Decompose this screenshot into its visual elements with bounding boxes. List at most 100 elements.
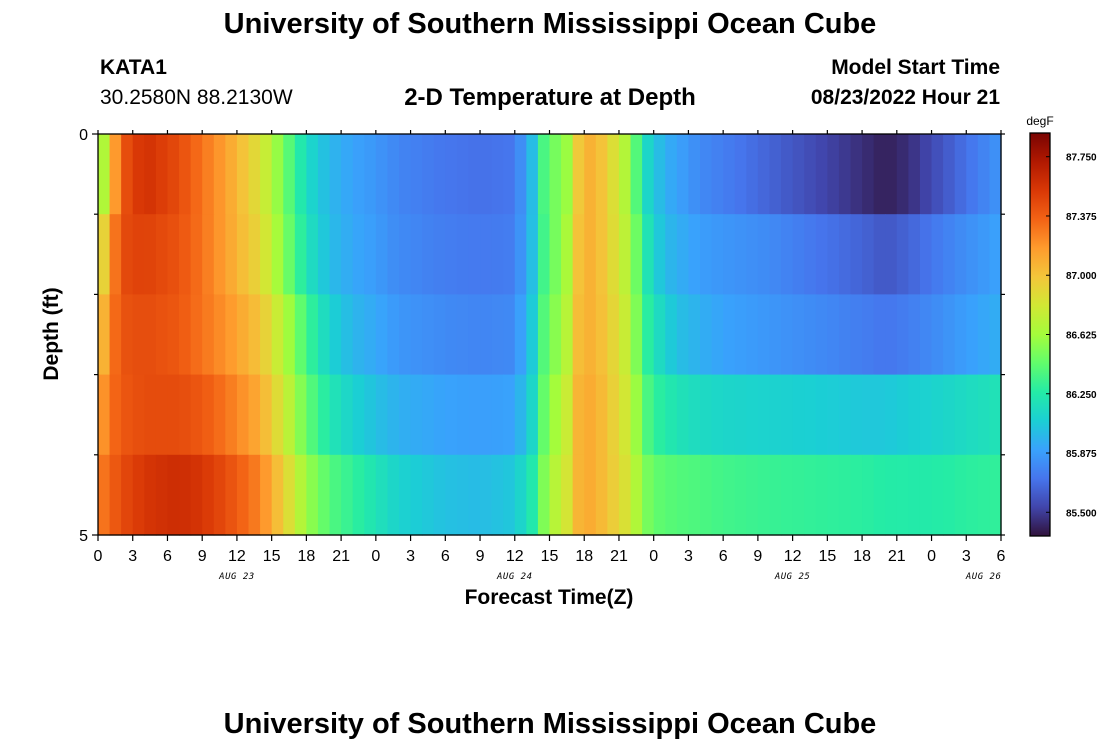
heatmap-cell [306, 294, 319, 376]
heatmap-cell [155, 374, 169, 456]
heatmap-cell [966, 374, 979, 456]
heatmap-cell [688, 294, 701, 376]
heatmap-cell [179, 294, 192, 376]
heatmap-cell [387, 374, 400, 456]
heatmap-cell [757, 294, 771, 376]
heatmap-cell [410, 294, 423, 376]
heatmap-cell [341, 134, 354, 215]
heatmap-cell [688, 214, 701, 295]
heatmap-cell [456, 294, 470, 376]
heatmap-cell [422, 374, 435, 456]
heatmap-cell [734, 134, 747, 215]
heatmap-cell [491, 214, 504, 295]
heatmap-cell [202, 214, 215, 295]
heatmap-cell [445, 134, 458, 215]
colorbar-ticks: 87.750 87.375 87.000 86.625 86.250 85.875 85.5… [1046, 153, 1097, 519]
heatmap-cells [98, 134, 1002, 536]
heatmap-cell [399, 294, 412, 376]
x-tick-label: 0 [371, 548, 380, 565]
heatmap-cell [815, 294, 828, 376]
heatmap-cell [433, 374, 446, 456]
heatmap-cell [862, 454, 875, 536]
heatmap-cell [954, 374, 967, 456]
heatmap-cell [815, 134, 828, 215]
heatmap-cell [144, 454, 157, 536]
heatmap-cell [943, 214, 956, 295]
heatmap-cell [399, 214, 412, 295]
heatmap-cell [642, 134, 655, 215]
x-tick-label: 21 [332, 548, 350, 565]
colorbar-tick-label: 85.875 [1066, 449, 1097, 460]
heatmap-cell [306, 374, 319, 456]
heatmap-cell [595, 214, 608, 295]
heatmap-cell [329, 134, 342, 215]
heatmap-cell [781, 454, 794, 536]
heatmap-cell [260, 454, 273, 536]
heatmap-cell [121, 134, 134, 215]
heatmap-cell [526, 294, 539, 376]
heatmap-cell [618, 134, 632, 215]
heatmap-cell [584, 134, 597, 215]
heatmap-cell [433, 214, 446, 295]
heatmap-cell [954, 454, 967, 536]
heatmap-cell [838, 374, 852, 456]
heatmap-cell [190, 134, 203, 215]
heatmap-cell [723, 214, 736, 295]
heatmap-cell [827, 294, 840, 376]
heatmap-cell [561, 214, 574, 295]
heatmap-cell [607, 134, 620, 215]
heatmap-cell [781, 134, 794, 215]
heatmap-cell [885, 134, 898, 215]
heatmap-cell [746, 454, 759, 536]
heatmap-cell [908, 294, 921, 376]
heatmap-cell [943, 134, 956, 215]
heatmap-cell [804, 454, 817, 536]
heatmap-cell [919, 214, 933, 295]
footer-title: University of Southern Mississippi Ocean… [223, 708, 877, 740]
heatmap-cell [236, 454, 250, 536]
heatmap-cell [132, 134, 145, 215]
heatmap-cell [850, 374, 863, 456]
heatmap-cell [98, 374, 111, 456]
heatmap-cell [607, 454, 620, 536]
heatmap-cell [642, 374, 655, 456]
heatmap-cell [271, 454, 284, 536]
heatmap-cell [769, 374, 782, 456]
colorbar-tick-label: 86.250 [1066, 390, 1097, 401]
heatmap-cell [491, 134, 504, 215]
heatmap-cell [248, 134, 261, 215]
heatmap-cell [954, 214, 967, 295]
heatmap-cell [248, 214, 261, 295]
heatmap-cell [514, 454, 527, 536]
heatmap-cell [155, 454, 169, 536]
heatmap-cell [862, 214, 875, 295]
heatmap-cell [746, 214, 759, 295]
x-tick-label: 21 [610, 548, 628, 565]
axis-ticks [92, 130, 1005, 541]
heatmap-cell [850, 134, 863, 215]
heatmap-cell [317, 294, 331, 376]
x-tick-label: 18 [297, 548, 315, 565]
x-tick-label: 6 [441, 548, 450, 565]
heatmap-cell [352, 374, 365, 456]
heatmap-cell [873, 454, 886, 536]
heatmap-cell [213, 214, 226, 295]
heatmap-cell [387, 294, 400, 376]
heatmap-cell [445, 214, 458, 295]
heatmap-cell [792, 214, 805, 295]
heatmap-cell [283, 374, 296, 456]
heatmap-cell [341, 374, 354, 456]
heatmap-cell [676, 454, 690, 536]
heatmap-cell [919, 454, 933, 536]
heatmap-cell [155, 294, 169, 376]
heatmap-cell [144, 214, 157, 295]
x-axis-label: Forecast Time(Z) [465, 586, 634, 609]
heatmap-cell [179, 214, 192, 295]
heatmap-cell [98, 214, 111, 295]
heatmap-cell [491, 374, 504, 456]
heatmap-cell [109, 374, 122, 456]
heatmap-cell [317, 454, 331, 536]
heatmap-cell [989, 134, 1002, 215]
colorbar-tick-label: 85.500 [1066, 508, 1097, 519]
heatmap-cell [433, 294, 446, 376]
